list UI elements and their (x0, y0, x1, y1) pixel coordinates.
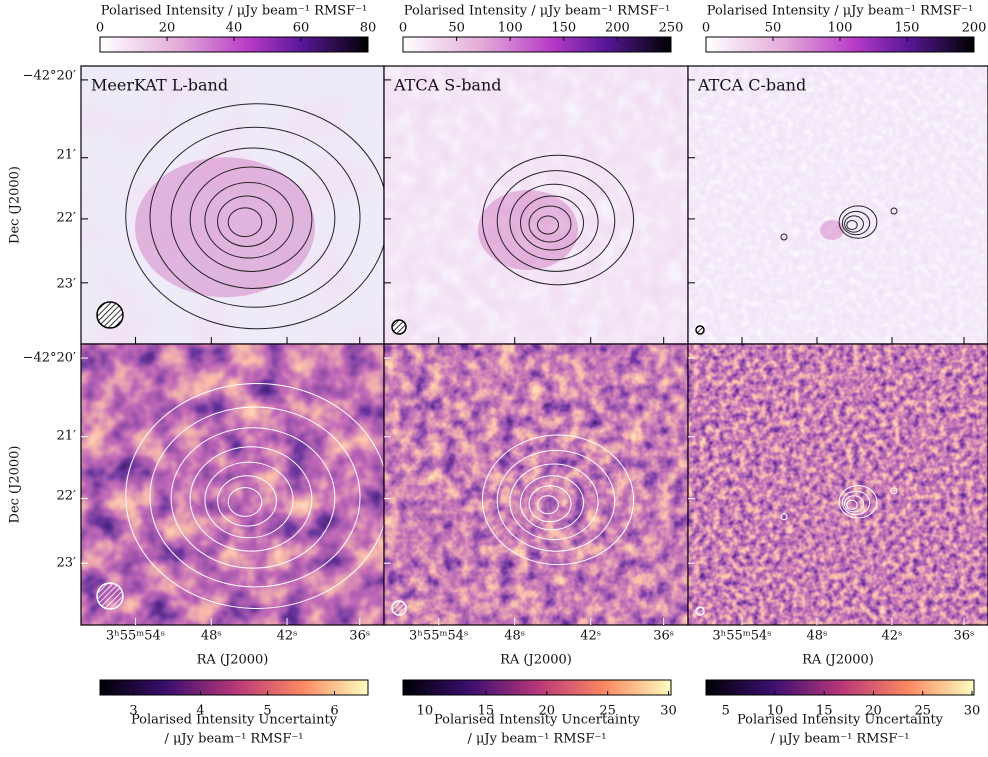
colorbar-tick-label: 0 (702, 21, 710, 36)
colorbar-tick-label: 5 (722, 704, 730, 719)
ra-tick-label: 42ˢ (882, 629, 903, 644)
colorbar (403, 37, 671, 52)
colorbar-tick-label: 60 (293, 21, 310, 36)
image (688, 66, 988, 344)
colorbar-tick-label: 10 (417, 704, 434, 719)
ra-tick-label: 3ʰ55ᵐ54ˢ (712, 629, 771, 644)
panel-label: ATCA S-band (393, 76, 502, 95)
ra-tick-label: 36ˢ (653, 629, 674, 644)
dec-tick-label: 22′ (57, 489, 77, 504)
ra-tick-label: 42ˢ (580, 629, 601, 644)
ra-tick-label: 48ˢ (807, 629, 828, 644)
colorbar-tick-label: 50 (448, 21, 465, 36)
colorbar (403, 680, 671, 695)
emission (478, 190, 578, 270)
dec-tick-label: 21′ (57, 429, 77, 444)
dec-tick-label: 21′ (57, 148, 77, 163)
colorbar-tick-label: 150 (895, 21, 920, 36)
dec-tick-label: −42°20′ (23, 351, 76, 366)
colorbar (100, 680, 368, 695)
dec-axis-label: Dec (J2000) (8, 446, 23, 524)
figure: 0 20 40 60 80 Polarised Intensity / μJy beam⁻… (0, 0, 988, 753)
beam (696, 607, 704, 615)
ra-tick-label: 3ʰ55ᵐ54ˢ (409, 629, 468, 644)
colorbar-tick-label: 40 (226, 21, 243, 36)
dec-tick-label: 23′ (57, 556, 77, 571)
colorbar-label: / μJy beam⁻¹ RMSF⁻¹ (770, 732, 909, 747)
colorbar-label: Polarised Intensity / μJy beam⁻¹ RMSF⁻¹ (707, 4, 974, 19)
colorbar-tick-label: 30 (660, 704, 677, 719)
colorbar-tick-label: 80 (360, 21, 377, 36)
colorbar-tick-label: 200 (605, 21, 630, 36)
beam (392, 601, 406, 615)
colorbar-tick-label: 50 (765, 21, 782, 36)
ra-tick-label: 36ˢ (954, 629, 975, 644)
colorbar-label: Polarised Intensity / μJy beam⁻¹ RMSF⁻¹ (404, 4, 671, 19)
ra-axis-label: RA (J2000) (802, 653, 874, 668)
ra-tick-label: 48ˢ (504, 629, 525, 644)
beam (97, 302, 123, 328)
image (688, 344, 988, 625)
colorbar-tick-label: 200 (962, 21, 987, 36)
panel-label: MeerKAT L-band (91, 76, 228, 95)
beam (696, 326, 704, 334)
colorbar-label: / μJy beam⁻¹ RMSF⁻¹ (467, 732, 606, 747)
colorbar-tick-label: 100 (498, 21, 523, 36)
colorbar-tick-label: 250 (659, 21, 684, 36)
colorbar-label: Polarised Intensity / μJy beam⁻¹ RMSF⁻¹ (101, 4, 368, 19)
ra-tick-label: 3ʰ55ᵐ54ˢ (106, 629, 165, 644)
colorbar (706, 680, 974, 695)
colorbar-tick-label: 0 (399, 21, 407, 36)
panel-label: ATCA C-band (697, 76, 806, 95)
colorbar-label: Polarised Intensity Uncertainty (131, 713, 338, 728)
colorbar-tick-label: 100 (828, 21, 853, 36)
ra-tick-label: 48ˢ (201, 629, 222, 644)
colorbar-label: Polarised Intensity Uncertainty (434, 713, 641, 728)
colorbar-label: / μJy beam⁻¹ RMSF⁻¹ (164, 732, 303, 747)
colorbar-tick-label: 20 (159, 21, 176, 36)
dec-axis-label: Dec (J2000) (8, 166, 23, 244)
ra-axis-label: RA (J2000) (500, 653, 572, 668)
colorbar-tick-label: 150 (551, 21, 576, 36)
colorbar-label: Polarised Intensity Uncertainty (737, 713, 944, 728)
colorbar-tick-label: 30 (964, 704, 981, 719)
ra-tick-label: 42ˢ (277, 629, 298, 644)
ra-tick-label: 36ˢ (349, 629, 370, 644)
dec-tick-label: 23′ (57, 277, 77, 292)
dec-tick-label: 22′ (57, 211, 77, 226)
beam (97, 583, 123, 609)
ra-axis-label: RA (J2000) (197, 653, 269, 668)
image (384, 344, 688, 625)
beam (392, 320, 406, 334)
colorbar-tick-label: 0 (96, 21, 104, 36)
dec-tick-label: −42°20′ (23, 69, 76, 84)
emission (820, 220, 844, 240)
